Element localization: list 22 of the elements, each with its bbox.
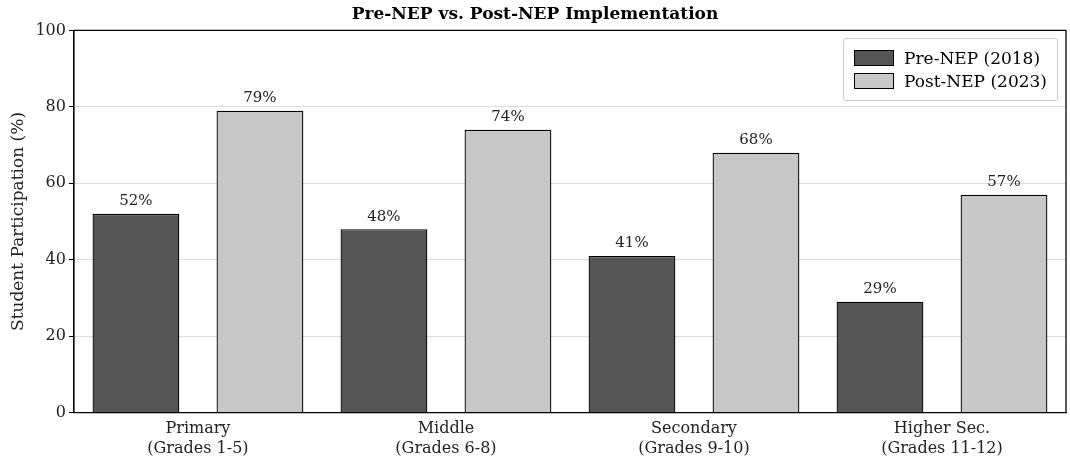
y-tick-label: 100 [35, 19, 66, 39]
legend-label: Post-NEP (2023) [904, 71, 1047, 92]
x-tick-label: Middle (Grades 6-8) [395, 418, 497, 457]
data-label: 48% [367, 206, 401, 225]
x-tick-label: Higher Sec. (Grades 11-12) [881, 418, 1003, 457]
y-axis-title: Student Participation (%) [6, 111, 27, 332]
y-tick-label: 80 [45, 96, 66, 115]
data-label: 41% [615, 233, 649, 252]
data-label: 79% [243, 88, 277, 107]
y-tick-label: 20 [45, 325, 66, 345]
data-label: 74% [491, 107, 525, 126]
data-label: 68% [739, 130, 773, 149]
y-tick-label: 40 [45, 248, 66, 268]
data-label: 57% [987, 172, 1021, 191]
legend-label: Pre-NEP (2018) [904, 48, 1041, 69]
y-tick-label: 60 [45, 172, 66, 192]
y-tick-label: 0 [55, 401, 66, 421]
x-tick-label: Secondary (Grades 9-10) [638, 418, 750, 457]
x-tick-label: Primary (Grades 1-5) [147, 418, 249, 457]
data-label: 52% [119, 191, 153, 210]
chart-title: Pre-NEP vs. Post-NEP Implementation [351, 2, 719, 23]
data-label: 29% [863, 279, 897, 298]
